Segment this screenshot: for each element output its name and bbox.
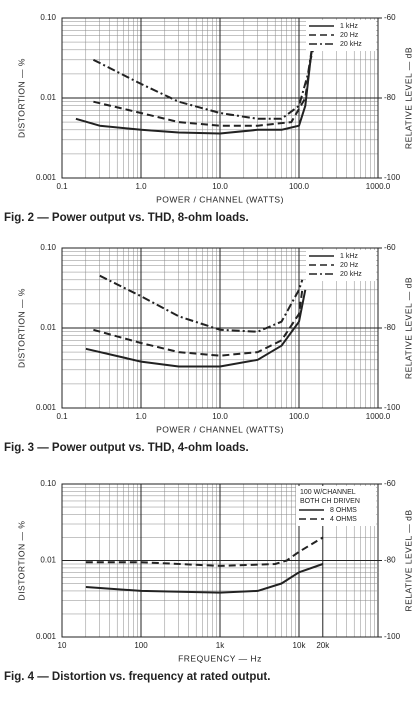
series-line [93,289,304,357]
x-tick-label: 10.0 [212,412,228,421]
x-tick-label: 100.0 [289,182,310,191]
legend-label: 20 Hz [340,262,359,269]
y-axis-label: DISTORTION — % [16,58,26,138]
x-tick-label: 10.0 [212,182,228,191]
y-tick-label: 0.01 [40,556,56,565]
legend-label: 20 kHz [340,271,362,278]
y2-axis-label: RELATIVE LEVEL — dB [403,277,413,379]
legend-label: 1 kHz [340,253,358,260]
x-axis-label: POWER / CHANNEL (WATTS) [156,194,284,204]
y2-tick-label: -60 [384,13,396,22]
y2-tick-label: -100 [384,173,401,182]
y2-axis-label: RELATIVE LEVEL — dB [403,509,413,611]
x-tick-label: 100 [134,641,148,650]
legend-title: BOTH CH DRIVEN [300,498,360,505]
y2-tick-label: -80 [384,93,396,102]
x-tick-label: 10k [293,641,307,650]
legend-label: 1 kHz [340,23,358,30]
series-line [99,274,304,333]
legend-title: 100 W/CHANNEL [300,489,356,496]
x-tick-label: 1.0 [135,182,147,191]
y2-tick-label: -60 [384,479,396,488]
y-tick-label: 0.10 [40,479,56,488]
legend-label: 20 Hz [340,32,359,39]
series-line [85,289,307,368]
figure-caption: Fig. 3 — Power output vs. THD, 4-ohm loa… [4,442,249,454]
x-tick-label: 10 [58,641,67,650]
y2-tick-label: -80 [384,323,396,332]
series-line [92,41,314,120]
y-tick-label: 0.001 [36,403,57,412]
legend-label: 4 OHMS [330,516,357,523]
series-line [85,536,324,567]
y-tick-label: 0.01 [40,93,56,102]
legend-label: 8 OHMS [330,507,357,514]
x-axis-label: FREQUENCY — Hz [178,653,262,663]
y-tick-label: 0.10 [40,13,56,22]
legend-box [306,20,376,51]
y-tick-label: 0.10 [40,243,56,252]
legend-label: 20 kHz [340,41,362,48]
y2-tick-label: -100 [384,632,401,641]
x-axis-label: POWER / CHANNEL (WATTS) [156,424,284,434]
figure-caption: Fig. 2 — Power output vs. THD, 8-ohm loa… [4,212,249,224]
y-axis-label: DISTORTION — % [16,288,26,368]
y2-tick-label: -100 [384,403,401,412]
figure-caption: Fig. 4 — Distortion vs. frequency at rat… [4,671,270,683]
series-line [85,563,324,594]
y-axis-label: DISTORTION — % [16,521,26,601]
y-tick-label: 0.001 [36,632,57,641]
x-tick-label: 100.0 [289,412,310,421]
y2-axis-label: RELATIVE LEVEL — dB [403,47,413,149]
y2-tick-label: -60 [384,243,396,252]
x-tick-label: 0.1 [56,182,68,191]
x-tick-label: 1000.0 [366,412,391,421]
x-tick-label: 20k [316,641,330,650]
legend-box [306,250,376,281]
x-tick-label: 1k [216,641,225,650]
y2-tick-label: -80 [384,556,396,565]
y-tick-label: 0.001 [36,173,57,182]
x-tick-label: 1.0 [135,412,147,421]
x-tick-label: 0.1 [56,412,68,421]
x-tick-label: 1000.0 [366,182,391,191]
y-tick-label: 0.01 [40,323,56,332]
legend-box [296,486,376,526]
